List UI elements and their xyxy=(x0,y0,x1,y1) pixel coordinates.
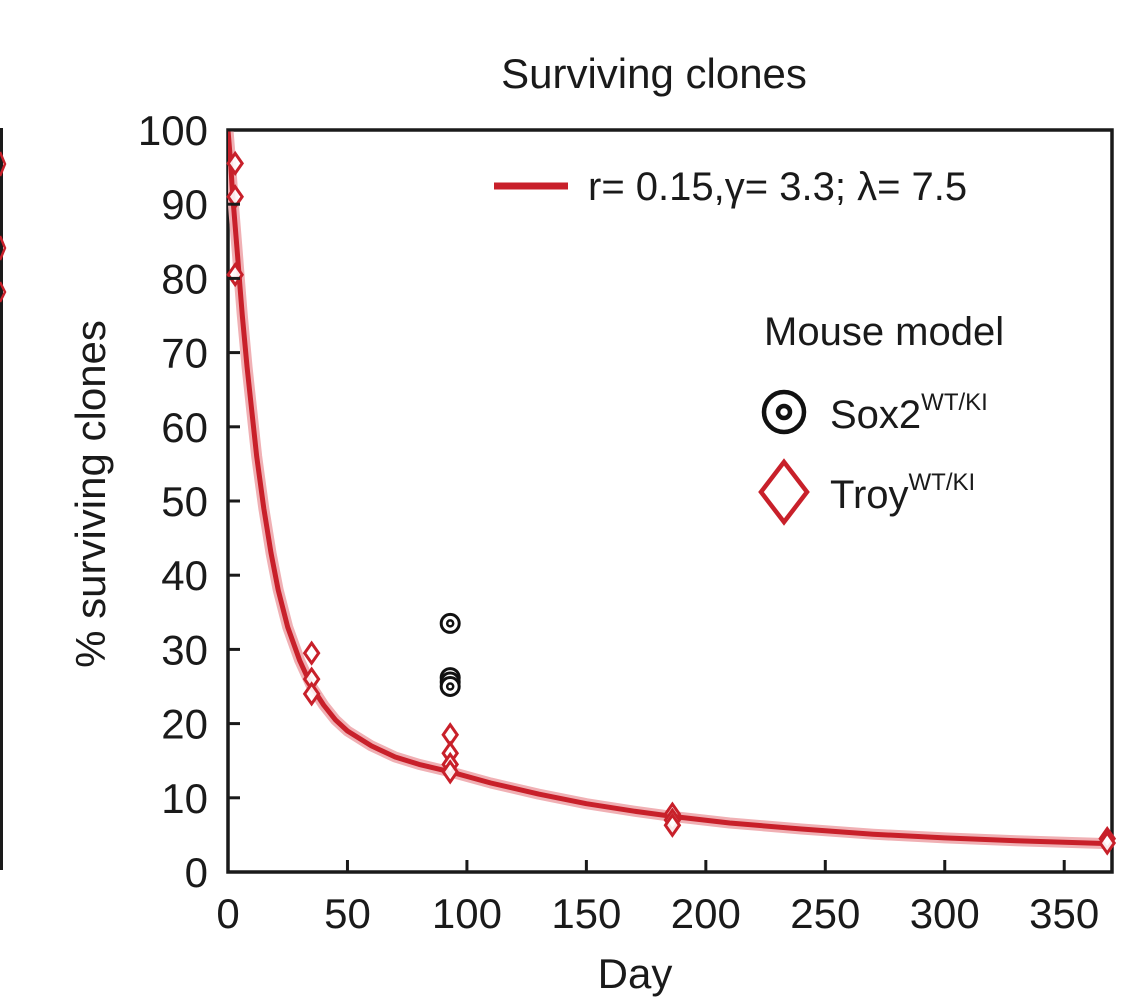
x-tick-label: 250 xyxy=(790,890,860,937)
x-tick-label: 200 xyxy=(671,890,741,937)
legend-sox2-target-icon xyxy=(761,389,807,435)
troy-data-point xyxy=(302,681,321,707)
legend-sox2-label: Sox2WT/KI xyxy=(830,389,988,437)
y-tick-label: 0 xyxy=(185,849,208,896)
legend-troy-label: TroyWT/KI xyxy=(830,469,975,517)
x-tick-label: 350 xyxy=(1029,890,1099,937)
y-tick-label: 70 xyxy=(161,330,208,377)
y-tick-label: 50 xyxy=(161,478,208,525)
y-tick-label: 80 xyxy=(161,255,208,302)
y-tick-label: 90 xyxy=(161,181,208,228)
x-axis: 0 50 100 150 200 250 300 350 xyxy=(216,860,1099,937)
legend-troy-diamond-icon xyxy=(758,458,810,526)
fit-curve xyxy=(228,130,1112,847)
chart-title: Surviving clones xyxy=(501,50,807,97)
fit-curve-layer xyxy=(228,130,1112,850)
data-points-layer xyxy=(226,150,1117,856)
y-tick-label: 100 xyxy=(138,107,208,154)
y-tick-label: 30 xyxy=(161,626,208,673)
x-tick-label: 150 xyxy=(551,890,621,937)
troy-data-point xyxy=(1098,830,1117,856)
x-tick-label: 100 xyxy=(432,890,502,937)
y-tick-label: 20 xyxy=(161,701,208,748)
x-tick-label: 50 xyxy=(324,890,371,937)
sox2-data-point xyxy=(439,676,461,697)
x-axis-label: Day xyxy=(598,950,673,997)
troy-data-point xyxy=(226,184,244,210)
troy-data-point xyxy=(441,759,460,785)
y-tick-label: 10 xyxy=(161,775,208,822)
x-tick-label: 300 xyxy=(910,890,980,937)
x-tick-label: 0 xyxy=(216,890,239,937)
legend: r= 0.15,γ= 3.3; λ= 7.5 Mouse model Sox2W… xyxy=(494,165,1004,526)
legend-title: Mouse model xyxy=(764,310,1004,354)
troy-data-point xyxy=(663,812,682,838)
troy-data-point xyxy=(302,640,321,666)
neighbor-panel-edge xyxy=(0,128,7,870)
legend-fit-label: r= 0.15,γ= 3.3; λ= 7.5 xyxy=(588,165,967,209)
y-tick-label: 40 xyxy=(161,552,208,599)
plot-frame xyxy=(226,128,1114,874)
y-tick-label: 60 xyxy=(161,404,208,451)
sox2-data-point xyxy=(439,612,461,634)
y-axis: 0 10 20 30 40 50 60 70 80 90 100 xyxy=(138,107,240,896)
troy-data-point xyxy=(226,150,244,177)
y-axis-label: % surviving clones xyxy=(67,320,114,668)
